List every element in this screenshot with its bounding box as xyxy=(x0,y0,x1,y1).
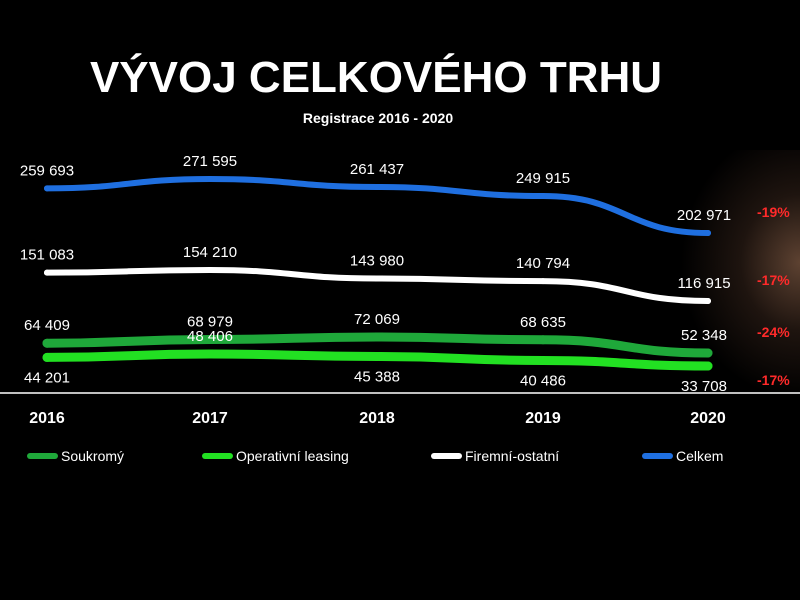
data-label: 143 980 xyxy=(350,253,404,270)
x-tick-label: 2020 xyxy=(690,410,726,427)
data-label: 249 915 xyxy=(516,170,570,187)
series-layer: 259 693 271 595 261 437 249 915 202 971 -19% 1… xyxy=(20,153,790,395)
x-tick-label: 2018 xyxy=(359,410,395,427)
legend-label: Celkem xyxy=(676,448,723,464)
data-point xyxy=(372,332,382,342)
data-point xyxy=(703,348,713,358)
data-label: 44 201 xyxy=(24,369,70,386)
x-tick-label: 2019 xyxy=(525,410,561,427)
data-point xyxy=(540,193,546,200)
data-point xyxy=(42,338,52,348)
data-point xyxy=(703,361,713,371)
data-label: 45 388 xyxy=(354,368,400,385)
data-label: 261 437 xyxy=(350,161,404,178)
data-label: 52 348 xyxy=(681,327,727,344)
data-point xyxy=(374,183,380,190)
legend: Soukromý Operativní leasing Firemní-ostatn… xyxy=(27,448,723,464)
data-label: 40 486 xyxy=(520,372,566,389)
data-label: 151 083 xyxy=(20,247,74,264)
data-point xyxy=(540,278,546,285)
data-point xyxy=(44,185,50,192)
x-tick-label: 2017 xyxy=(192,410,228,427)
series-firemni-ostatni: 151 083 154 210 143 980 140 794 116 915 -17% xyxy=(20,244,790,304)
series-operativni-leasing: 44 201 48 406 45 388 40 486 33 708 -17% xyxy=(24,328,790,395)
chart-title: VÝVOJ CELKOVÉHO TRHU xyxy=(90,52,662,102)
data-point xyxy=(372,351,382,361)
legend-item: Celkem xyxy=(642,448,723,464)
data-label: 154 210 xyxy=(183,244,237,261)
data-label: 64 409 xyxy=(24,317,70,334)
data-point xyxy=(205,349,215,359)
legend-item: Operativní leasing xyxy=(202,448,349,464)
legend-label: Soukromý xyxy=(61,448,124,464)
change-label: -17% xyxy=(757,372,790,388)
data-point xyxy=(44,269,50,276)
data-label: 68 979 xyxy=(187,314,233,331)
data-label: 271 595 xyxy=(183,153,237,170)
data-label: 116 915 xyxy=(677,275,730,292)
series-line-firemni-ostatni xyxy=(44,266,711,304)
change-label: -19% xyxy=(757,204,790,220)
data-point xyxy=(705,230,711,236)
legend-item: Soukromý xyxy=(27,448,124,464)
data-label: 259 693 xyxy=(20,162,74,179)
change-label: -17% xyxy=(757,272,790,288)
data-point xyxy=(207,267,213,273)
change-label: -24% xyxy=(757,324,790,340)
chart-subtitle: Registrace 2016 - 2020 xyxy=(303,110,453,126)
series-celkem: 259 693 271 595 261 437 249 915 202 971 -19% xyxy=(20,153,790,236)
data-point xyxy=(538,335,548,345)
x-axis-ticks: 2016 2017 2018 2019 2020 xyxy=(29,410,726,427)
data-point xyxy=(705,298,711,304)
legend-label: Operativní leasing xyxy=(236,448,349,464)
data-point xyxy=(42,352,52,362)
data-point xyxy=(207,176,213,182)
legend-item: Firemní-ostatní xyxy=(431,448,559,464)
data-label: 202 971 xyxy=(677,207,731,224)
x-tick-label: 2016 xyxy=(29,410,65,427)
data-point xyxy=(374,275,380,282)
legend-label: Firemní-ostatní xyxy=(465,448,559,464)
data-point xyxy=(205,335,215,345)
data-label: 140 794 xyxy=(516,255,570,272)
series-soukromy: 64 409 68 979 72 069 68 635 52 348 -24% xyxy=(24,311,790,358)
background-glow xyxy=(680,150,800,400)
data-label: 48 406 xyxy=(187,328,233,345)
data-label: 68 635 xyxy=(520,314,566,331)
data-point xyxy=(538,355,548,365)
data-label: 33 708 xyxy=(681,378,727,395)
data-label: 72 069 xyxy=(354,311,400,328)
